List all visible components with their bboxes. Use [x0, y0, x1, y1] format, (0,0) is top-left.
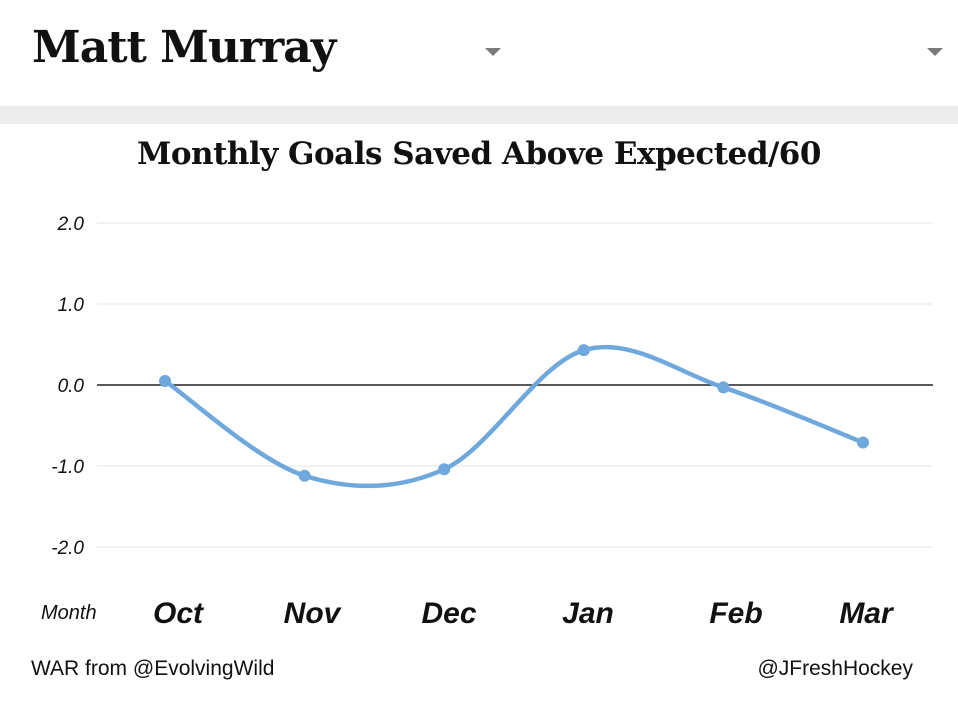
header: Matt Murray: [0, 0, 958, 106]
data-point-nov: [298, 469, 311, 482]
series-line: [162, 344, 866, 489]
data-point-mar: [857, 436, 869, 449]
y-tick-label: 0.0: [58, 376, 85, 397]
data-point-dec: [438, 463, 451, 476]
x-tick-label: Mar: [839, 597, 895, 630]
y-tick-label: -2.0: [51, 538, 84, 559]
data-point-jan: [577, 344, 590, 357]
point-layer: [159, 344, 869, 482]
chart-title: Monthly Goals Saved Above Expected/60: [137, 136, 821, 172]
x-tick-layer: Oct Nov Dec Jan Feb Mar: [153, 597, 895, 630]
header-divider: [0, 106, 958, 124]
season-dropdown-caret-icon[interactable]: [927, 48, 943, 56]
x-axis-label: Month: [41, 602, 97, 624]
footer-credit-right: @JFreshHockey: [757, 657, 913, 680]
grid-layer: [97, 222, 933, 548]
line-layer: [162, 344, 866, 489]
y-tick-layer: 2.0 1.0 0.0 -1.0 -2.0: [51, 214, 84, 559]
y-tick-label: -1.0: [51, 457, 84, 478]
y-tick-label: 1.0: [58, 295, 85, 316]
footer-credit-left: WAR from @EvolvingWild: [31, 657, 275, 680]
y-tick-label: 2.0: [57, 214, 85, 235]
player-name: Matt Murray: [32, 22, 336, 73]
x-tick-label: Jan: [562, 597, 614, 630]
data-point-oct: [159, 374, 171, 387]
x-tick-label: Oct: [153, 597, 205, 630]
player-dropdown-caret-icon[interactable]: [485, 48, 501, 56]
x-tick-label: Nov: [284, 597, 343, 630]
data-point-feb: [717, 381, 730, 394]
x-tick-label: Feb: [709, 597, 762, 630]
x-tick-label: Dec: [421, 597, 476, 630]
